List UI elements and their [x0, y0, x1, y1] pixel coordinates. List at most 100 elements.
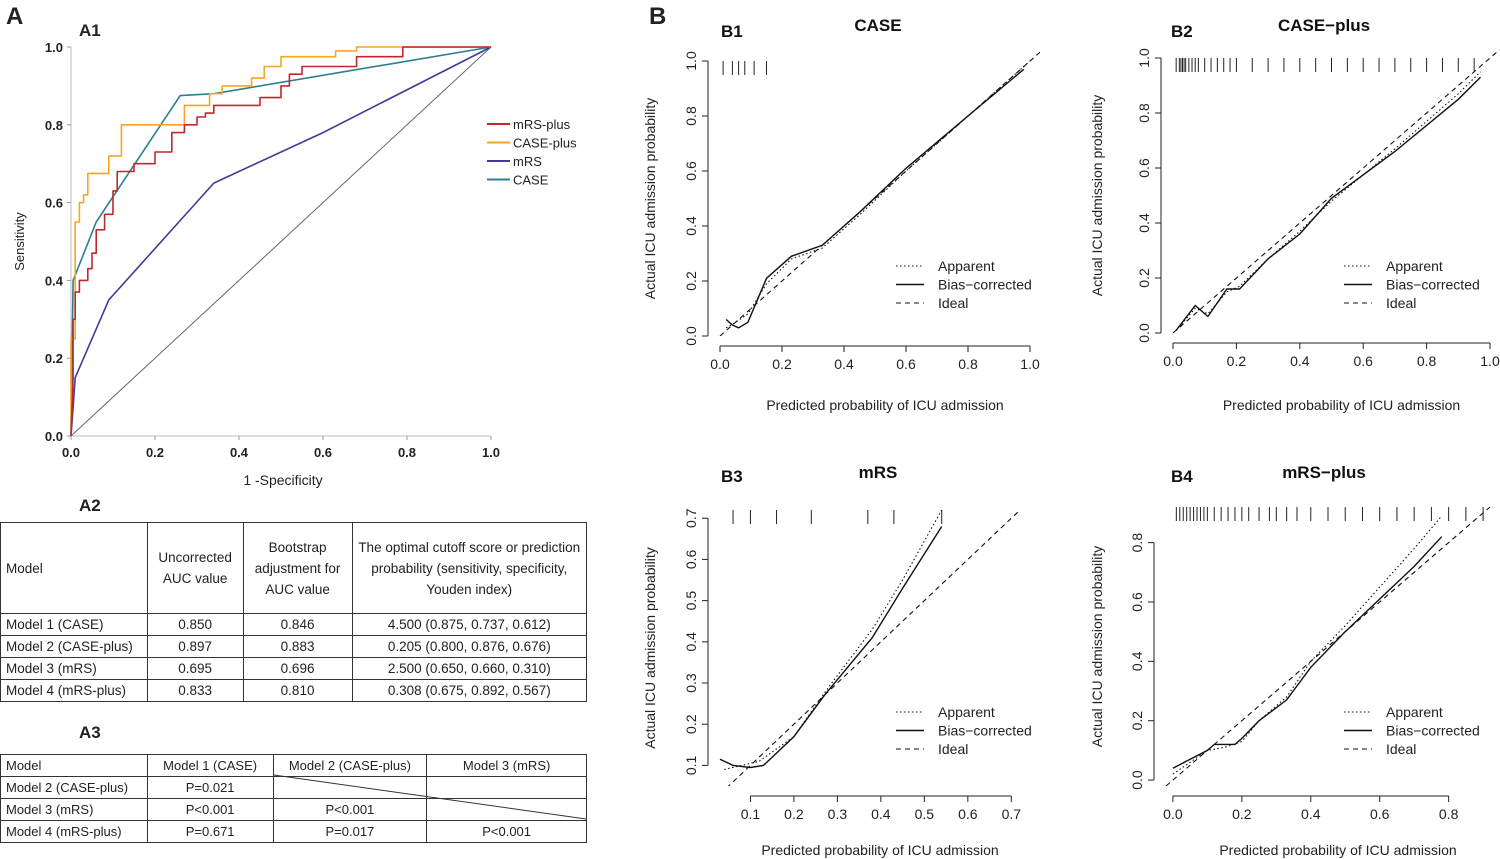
- y-tick-label: 1.0: [683, 51, 699, 71]
- cell: P=0.671: [146, 820, 274, 843]
- cell: P<0.001: [146, 798, 274, 821]
- chart-label: B4: [1171, 467, 1193, 486]
- y-tick-label: 0.6: [1129, 592, 1145, 612]
- x-tick-label: 1.0: [482, 445, 500, 460]
- series-line-ideal: [1172, 49, 1500, 333]
- chart-label: B3: [721, 467, 743, 486]
- y-tick-label: 0.8: [683, 106, 699, 126]
- y-tick-label: 0.2: [45, 351, 63, 366]
- table-row: Model 4 (mRS-plus) P=0.671 P=0.017 P<0.001: [0, 820, 587, 843]
- series-line-biascorrected: [1175, 76, 1481, 331]
- x-tick-label: 0.0: [1163, 806, 1183, 822]
- x-tick-label: 0.2: [784, 806, 804, 822]
- chart-label: B2: [1171, 22, 1193, 41]
- chart-label: B1: [721, 22, 743, 41]
- y-tick-label: 0.8: [45, 118, 63, 133]
- x-tick-label: 0.6: [1370, 806, 1390, 822]
- cell: P=0.021: [146, 776, 274, 799]
- x-axis-title: Predicted probability of ICU admission: [1219, 842, 1456, 858]
- series-group: [719, 51, 1040, 336]
- cell: P<0.001: [426, 820, 587, 843]
- chart-title: CASE: [854, 16, 901, 35]
- cell: 0.897: [146, 635, 244, 658]
- table-row: Model 4 (mRS-plus) 0.833 0.810 0.308 (0.675…: [0, 679, 588, 702]
- x-tick-label: 0.8: [1417, 353, 1437, 369]
- x-tick-label: 0.0: [62, 445, 80, 460]
- cell: 0.308 (0.675, 0.892, 0.567): [351, 679, 588, 702]
- legend-label: Ideal: [1386, 741, 1416, 757]
- series-line-biascorrected: [719, 526, 943, 769]
- y-axis-title: Sensitivity: [12, 212, 27, 271]
- y-tick-label: 1.0: [45, 40, 63, 55]
- y-tick-label: 0.4: [683, 632, 699, 652]
- y-tick-label: 0.2: [683, 714, 699, 734]
- y-tick-label: 0.6: [1136, 158, 1152, 178]
- cell: 0.810: [242, 679, 353, 702]
- panel-letter-a: A: [6, 3, 24, 30]
- table-row: Model 2 (CASE-plus) P=0.021: [0, 776, 587, 799]
- panel-letter-b: B: [649, 3, 667, 30]
- y-tick-label: 0.3: [683, 673, 699, 693]
- x-tick-label: 0.6: [896, 356, 916, 372]
- legend-label: Bias−corrected: [938, 277, 1032, 293]
- series-line-ideal: [1165, 506, 1491, 786]
- chart-title: CASE−plus: [1278, 16, 1370, 35]
- legend-label: Apparent: [1386, 704, 1443, 720]
- x-tick-label: 1.0: [1480, 353, 1500, 369]
- x-tick-label: 0.2: [146, 445, 164, 460]
- calibration-chart-b1: B1 CASE 0.0 0.2 0.4 0.6 0.8 1.0 0.0 0.2 0.4 0.6 0.8 1…: [642, 16, 1040, 413]
- x-tick-label: 0.6: [314, 445, 332, 460]
- y-tick-label: 0.2: [1129, 711, 1145, 731]
- y-tick-label: 0.4: [45, 273, 64, 288]
- a2-label: A2: [79, 496, 101, 515]
- x-axis-title: Predicted probability of ICU admission: [766, 397, 1003, 413]
- cell: 0.205 (0.800, 0.876, 0.676): [351, 635, 588, 658]
- series-group: [1165, 506, 1491, 786]
- calibration-charts: B1 CASE 0.0 0.2 0.4 0.6 0.8 1.0 0.0 0.2 0.4 0.6 0.8 1…: [642, 16, 1500, 858]
- table-row: Model 3 (mRS) P<0.001 P<0.001: [0, 798, 587, 821]
- legend-label: Bias−corrected: [1386, 277, 1480, 293]
- y-tick-label: 0.0: [683, 326, 699, 346]
- x-tick-label: 0.5: [915, 806, 935, 822]
- table-row: Model 3 (mRS) 0.695 0.696 2.500 (0.650, 0.6…: [0, 657, 588, 680]
- cell: Model 4 (mRS-plus): [0, 679, 148, 702]
- cmp-header-model3: Model 3 (mRS): [426, 754, 587, 777]
- x-tick-label: 0.4: [230, 445, 249, 460]
- x-tick-label: 0.8: [1439, 806, 1459, 822]
- series-line-mrs: [70, 46, 492, 437]
- x-tick-label: 0.1: [741, 806, 761, 822]
- x-axis-title: Predicted probability of ICU admission: [761, 842, 998, 858]
- x-tick-label: 0.4: [1290, 353, 1310, 369]
- y-tick-label: 0.2: [1136, 268, 1152, 288]
- chart-title: mRS: [859, 463, 898, 482]
- cell: P=0.017: [272, 820, 428, 843]
- y-tick-label: 0.4: [683, 216, 699, 236]
- y-tick-label: 0.0: [1136, 323, 1152, 343]
- cell: 0.850: [146, 613, 244, 636]
- y-axis-title: Actual ICU admission probability: [642, 98, 658, 300]
- series-line-ideal: [719, 51, 1040, 336]
- reference-line: [70, 46, 492, 437]
- series-line-biascorrected: [725, 68, 1025, 329]
- x-tick-label: 0.8: [958, 356, 978, 372]
- comparison-table-diagonals: [273, 774, 587, 820]
- x-axis-title: Predicted probability of ICU admission: [1223, 397, 1460, 413]
- series-group: [719, 509, 1021, 786]
- cell: 4.500 (0.875, 0.737, 0.612): [351, 613, 588, 636]
- calibration-chart-b2: B2 CASE−plus 0.0 0.2 0.4 0.6 0.8 1.0 0.0 0.2 0.4 0.…: [1089, 16, 1500, 413]
- y-tick-label: 0.7: [683, 508, 699, 528]
- legend-label: Apparent: [938, 704, 995, 720]
- legend-label: CASE-plus: [513, 136, 577, 151]
- x-tick-label: 0.4: [834, 356, 854, 372]
- calibration-chart-b4: B4 mRS−plus 0.0 0.2 0.4 0.6 0.8 0.0 0.2 0.4 0.6 0.8…: [1089, 463, 1491, 858]
- legend-label: CASE: [513, 173, 549, 188]
- y-tick-label: 0.6: [45, 196, 63, 211]
- y-tick-label: 0.2: [683, 271, 699, 291]
- x-tick-label: 0.0: [710, 356, 730, 372]
- legend-label: Bias−corrected: [938, 723, 1032, 739]
- y-tick-label: 0.6: [683, 161, 699, 181]
- table-row: Model 1 (CASE) 0.850 0.846 4.500 (0.875, 0.…: [0, 613, 588, 636]
- cmp-header-model: Model: [0, 754, 148, 777]
- x-tick-label: 0.2: [1227, 353, 1247, 369]
- y-tick-label: 0.4: [1129, 651, 1145, 671]
